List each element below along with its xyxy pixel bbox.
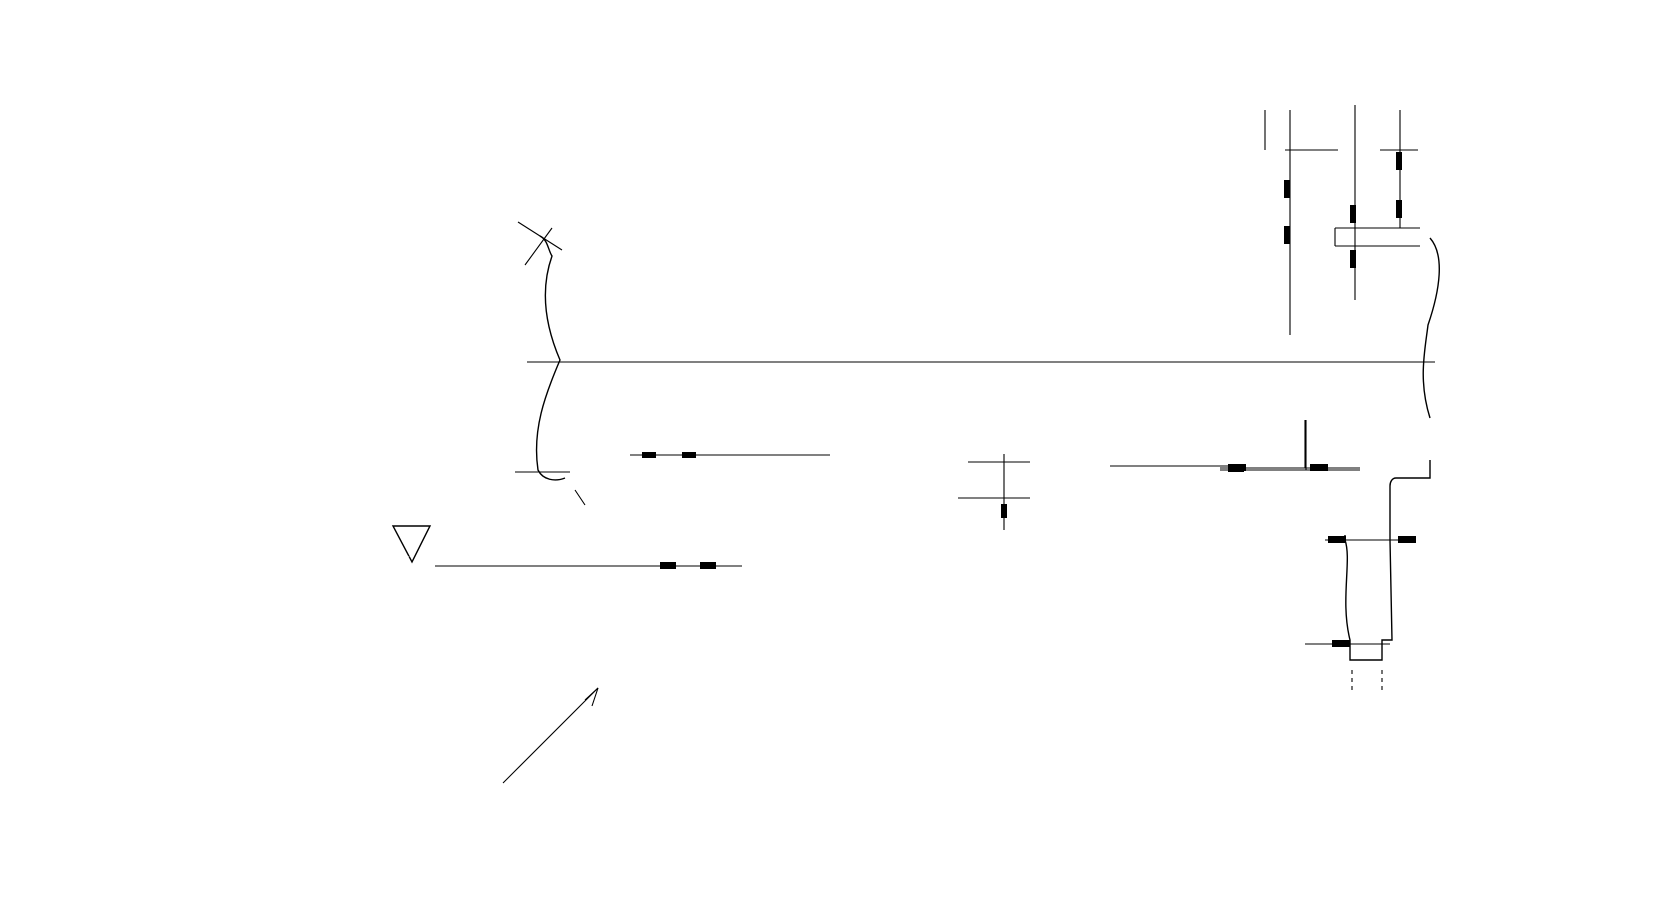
triangle-down-icon bbox=[391, 525, 432, 564]
carrier-strip bbox=[515, 221, 1440, 506]
finger-dimension-marks bbox=[630, 420, 1360, 530]
flatness-annotation bbox=[391, 525, 742, 784]
callout-balloon bbox=[230, 498, 410, 574]
right-dimension-details bbox=[1220, 105, 1431, 694]
